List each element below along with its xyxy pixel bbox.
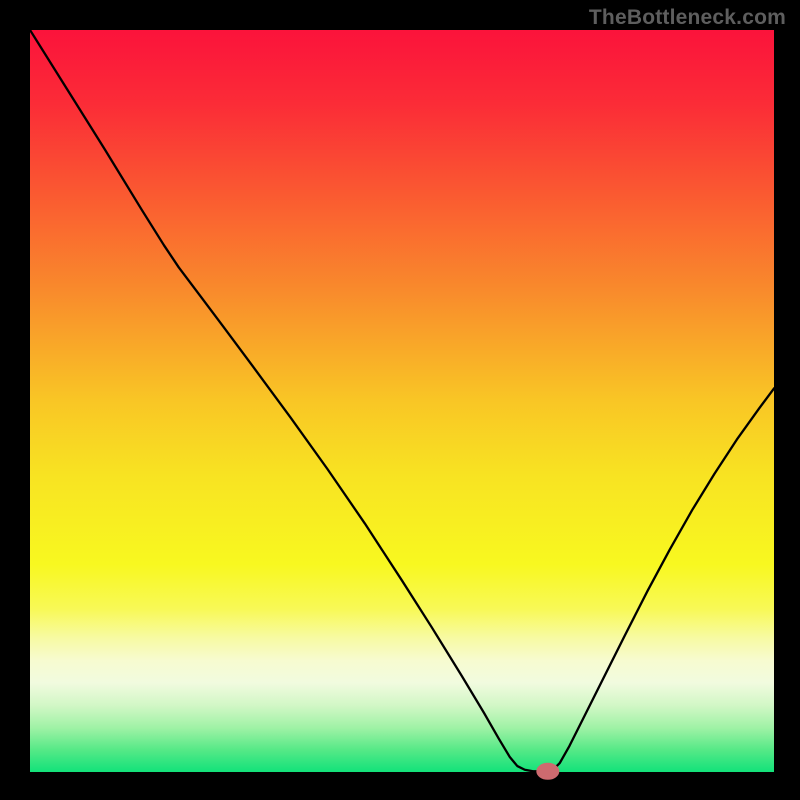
chart-gradient-background [30, 30, 774, 772]
watermark-label: TheBottleneck.com [589, 6, 786, 30]
optimal-point-marker [537, 763, 559, 779]
chart-container: TheBottleneck.com [0, 0, 800, 800]
bottleneck-chart [0, 0, 800, 800]
